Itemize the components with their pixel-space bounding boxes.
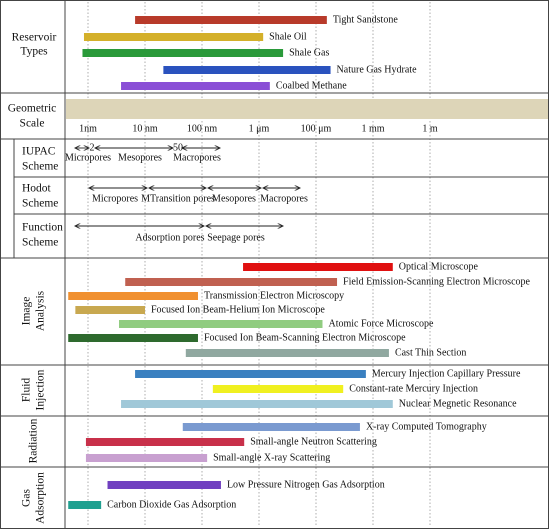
range-bar	[82, 49, 284, 57]
scheme-title: Hodot	[22, 183, 52, 195]
scale-tick-label: 1nm	[79, 123, 97, 134]
range-bar	[185, 349, 389, 357]
range-bar	[107, 481, 221, 489]
scale-tick-label: 100 μm	[301, 123, 332, 134]
bar-label: Low Pressure Nitrogen Gas Adsorption	[227, 479, 385, 490]
range-bar	[135, 16, 327, 24]
scheme-label: Micropores	[65, 152, 111, 163]
range-bar	[212, 385, 344, 393]
scheme-title: Scheme	[22, 161, 58, 173]
bar-label: Small-angle Neutron Scattering	[250, 436, 377, 447]
bar-label: Focused Ion Beam-Helium Ion Microscope	[151, 304, 325, 315]
bar-label: Mercury Injection Capillary Pressure	[372, 368, 521, 379]
bar-label: Shale Oil	[269, 31, 307, 42]
bar-label: Atomic Force Microscope	[328, 318, 434, 329]
range-bar	[182, 423, 360, 431]
bar-label: Nature Gas Hydrate	[337, 64, 418, 75]
scheme-label: Mesopores	[118, 152, 162, 163]
section-title: Image	[21, 297, 33, 326]
section-title: Types	[20, 46, 48, 58]
scheme-label: Macropores	[260, 193, 308, 204]
range-bar	[163, 66, 331, 74]
hodot-scheme: Hodot Scheme Micropores MTransition pore…	[22, 183, 308, 210]
scheme-label: 2	[90, 142, 95, 153]
bar-label: X-ray Computed Tomography	[366, 421, 487, 432]
scheme-label: Micropores	[92, 193, 138, 204]
bar-label: Carbon Dioxide Gas Adsorption	[107, 499, 236, 510]
range-bar	[83, 33, 264, 41]
bar-label: Transmission Electron Microscopy	[204, 290, 344, 301]
bar-label: Cast Thin Section	[395, 347, 466, 358]
scheme-label: 50	[173, 142, 183, 153]
scheme-label: Mesopores	[212, 193, 256, 204]
range-bar	[125, 278, 338, 286]
scheme-title: Scheme	[22, 198, 58, 210]
scale-tick-label: 1 m	[422, 123, 438, 134]
bar-label: Small-angle X-ray Scattering	[213, 452, 330, 463]
section-title: Analysis	[35, 290, 47, 331]
scale-band	[66, 99, 548, 119]
scheme-label: Seepage pores	[207, 232, 265, 243]
bar-label: Field Emission-Scanning Electron Microsc…	[343, 276, 530, 287]
separators	[0, 92, 549, 468]
function-scheme: Function Scheme Adsorption pores Seepage…	[22, 222, 283, 249]
section-title: Gas	[21, 489, 33, 507]
bar-label: Tight Sandstone	[333, 14, 398, 25]
bar-label: Focused Ion Beam-Scanning Electron Micro…	[204, 332, 406, 343]
scheme-title: Function	[22, 222, 63, 234]
range-bar	[121, 400, 393, 408]
scale-title-2: Scale	[20, 118, 45, 130]
range-bar	[119, 320, 323, 328]
range-bar	[75, 306, 145, 314]
bar-label: Optical Microscope	[399, 261, 479, 272]
scheme-title: Scheme	[22, 237, 58, 249]
bar-label: Nuclear Megnetic Resonance	[399, 398, 517, 409]
section-title: Radiation	[28, 418, 40, 463]
range-bar	[68, 334, 198, 342]
scheme-label: MTransition pores	[141, 193, 215, 204]
section-title: Fluid	[21, 378, 33, 403]
iupac-scheme: IUPAC Scheme 2 50 Micropores Mesopores M…	[22, 142, 221, 172]
scale-tick-label: 10 nm	[132, 123, 158, 134]
range-bar	[68, 292, 198, 300]
scale-tick-label: 1 mm	[361, 123, 384, 134]
range-bar	[85, 438, 245, 446]
section-title: Injection	[35, 369, 47, 410]
bars: Tight Sandstone Shale Oil Shale Gas Nature …	[68, 14, 531, 510]
scale-title-1: Geometric	[8, 103, 57, 115]
scheme-label: Macropores	[173, 152, 221, 163]
bar-label: Constant-rate Mercury Injection	[349, 383, 478, 394]
range-bar	[135, 370, 366, 378]
section-title: Adsorption	[35, 472, 47, 524]
bar-label: Coalbed Methane	[276, 80, 347, 91]
section-title: Reservoir	[12, 32, 57, 44]
range-bar	[85, 454, 208, 462]
range-bar	[243, 263, 393, 271]
bar-label: Shale Gas	[289, 47, 329, 58]
scheme-label: Adsorption pores	[135, 232, 204, 243]
range-bar	[121, 82, 270, 90]
scale-tick-label: 1 μm	[249, 123, 270, 134]
scale-tick-label: 100 nm	[187, 123, 218, 134]
scheme-title: IUPAC	[22, 146, 56, 158]
range-bar	[68, 501, 102, 509]
